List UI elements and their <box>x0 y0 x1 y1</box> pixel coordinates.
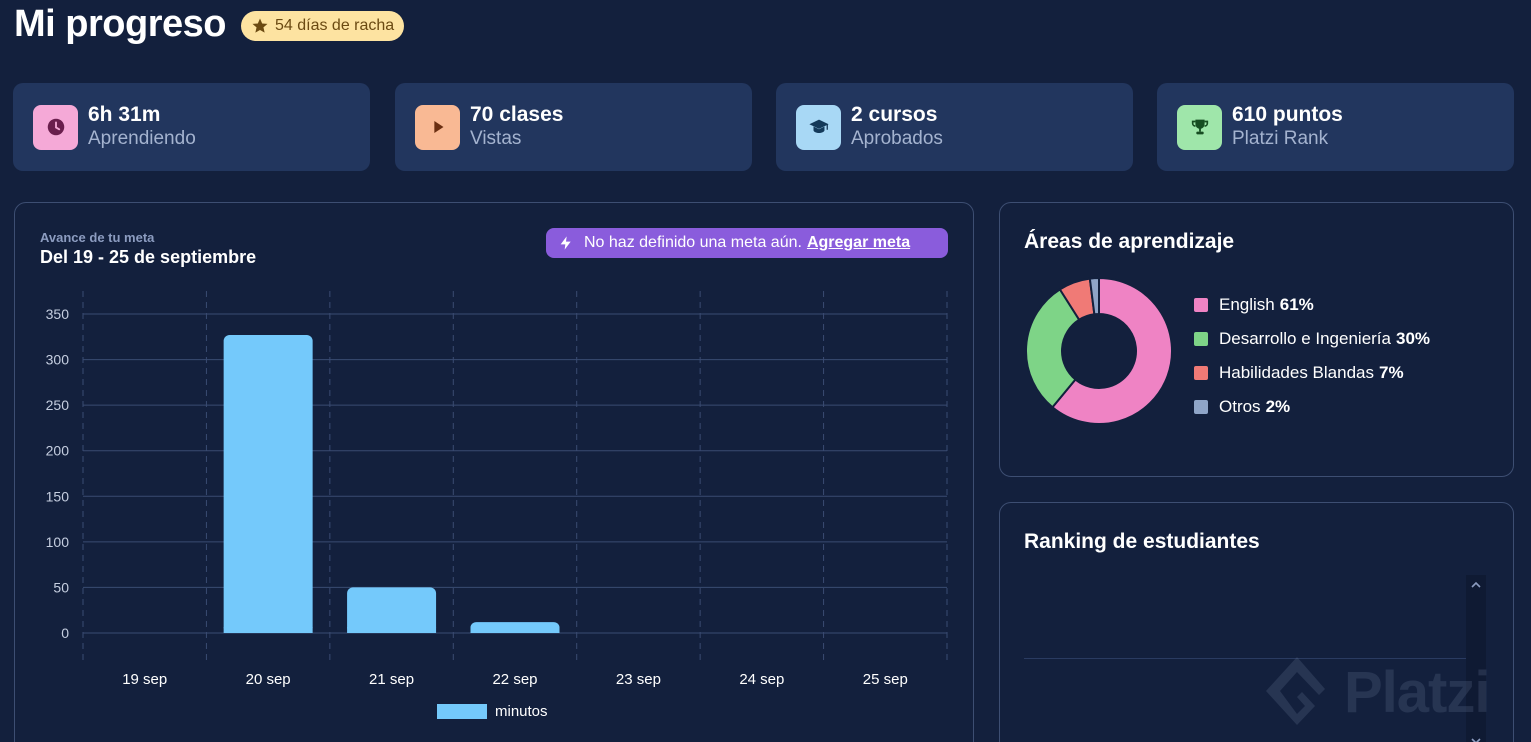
stat-value: 610 puntos <box>1232 103 1343 126</box>
platzi-watermark: Platzi <box>1262 650 1522 735</box>
scroll-down-icon[interactable] <box>1470 735 1482 742</box>
add-goal-link[interactable]: Agregar meta <box>806 234 911 251</box>
stat-label: Aprobados <box>851 128 943 149</box>
legend-swatch <box>1194 332 1208 346</box>
y-tick-label: 100 <box>46 534 70 550</box>
legend-pct: 7% <box>1379 363 1404 382</box>
ranking-panel: Ranking de estudiantes <box>999 502 1514 742</box>
bar-base <box>470 627 560 633</box>
donut-slice <box>1051 276 1173 425</box>
y-tick-label: 200 <box>46 443 70 459</box>
stat-label: Aprendiendo <box>88 128 196 149</box>
donut-slice <box>1025 287 1081 409</box>
bar-base <box>223 627 313 633</box>
stat-label: Vistas <box>470 128 522 149</box>
y-tick-label: 250 <box>46 397 70 413</box>
x-tick-label: 23 sep <box>616 671 661 688</box>
goal-alert-text: No haz definido una meta aún. <box>584 234 802 251</box>
areas-legend: English 61% Desarrollo e Ingeniería 30% … <box>1194 288 1430 424</box>
stat-value: 70 clases <box>470 103 564 126</box>
stat-icon-box <box>796 104 841 150</box>
stat-card-rank: 610 puntos Platzi Rank <box>1157 83 1514 171</box>
minutes-bar-chart: 0 50 100 150 200 250 300 350 19 sep 20 sep 21 sep 2… <box>46 291 948 720</box>
legend-label: minutos <box>495 703 548 720</box>
watermark-text: Platzi <box>1344 660 1490 725</box>
stat-card-classes: 70 clases Vistas <box>395 83 752 171</box>
x-tick-label: 25 sep <box>863 671 908 688</box>
page-title: Mi progreso <box>14 3 226 45</box>
x-tick-label: 24 sep <box>739 671 784 688</box>
play-icon <box>433 121 443 133</box>
stat-value: 2 cursos <box>851 103 938 126</box>
legend-swatch <box>1194 400 1208 414</box>
stat-icon-box <box>1177 104 1222 150</box>
legend-swatch <box>1194 366 1208 380</box>
bar-base <box>347 627 437 633</box>
goal-eyebrow: Avance de tu meta <box>40 230 155 245</box>
stat-value: 6h 31m <box>88 103 161 126</box>
star-icon <box>252 18 268 33</box>
graduation-cap-icon <box>808 119 829 133</box>
goal-panel: Avance de tu meta Del 19 - 25 de septiem… <box>14 202 974 742</box>
legend-pct: 2% <box>1265 397 1291 416</box>
stat-icon-box <box>33 104 78 150</box>
y-tick-label: 150 <box>46 488 70 504</box>
x-tick-label: 21 sep <box>369 671 414 688</box>
stat-label: Platzi Rank <box>1232 128 1329 149</box>
legend-pct: 30% <box>1395 329 1431 348</box>
legend-pct: 61% <box>1279 295 1314 314</box>
trophy-icon <box>1191 119 1208 135</box>
areas-panel: Áreas de aprendizaje English 61% Desarro… <box>999 202 1514 477</box>
ranking-title: Ranking de estudiantes <box>1024 530 1260 553</box>
y-tick-label: 0 <box>61 625 69 641</box>
legend-item-soft-skills: Habilidades Blandas 7% <box>1194 356 1430 390</box>
y-tick-label: 50 <box>53 579 69 595</box>
platzi-logo-icon <box>1266 656 1325 725</box>
ranking-divider <box>1024 658 1466 659</box>
x-tick-label: 22 sep <box>492 671 537 688</box>
lightning-icon <box>560 236 571 250</box>
scroll-up-icon[interactable] <box>1470 579 1482 591</box>
legend-swatch <box>1194 298 1208 312</box>
legend-name: Otros <box>1219 397 1261 416</box>
areas-donut-chart <box>1025 276 1173 425</box>
legend-name: Habilidades Blandas <box>1219 363 1374 382</box>
legend-name: Desarrollo e Ingeniería <box>1219 329 1391 348</box>
legend-item-others: Otros 2% <box>1194 390 1430 424</box>
goal-range: Del 19 - 25 de septiembre <box>40 247 257 267</box>
clock-icon <box>47 118 64 136</box>
legend-item-development: Desarrollo e Ingeniería 30% <box>1194 322 1430 356</box>
streak-badge: 54 días de racha <box>241 11 405 41</box>
areas-title: Áreas de aprendizaje <box>1024 230 1235 253</box>
legend-name: English <box>1219 295 1275 314</box>
legend-swatch <box>437 704 487 719</box>
goal-alert: No haz definido una meta aún. Agregar me… <box>546 228 948 258</box>
stat-card-time: 6h 31m Aprendiendo <box>13 83 370 171</box>
x-tick-label: 20 sep <box>246 671 291 688</box>
x-tick-label: 19 sep <box>122 671 167 688</box>
stat-icon-box <box>415 104 460 150</box>
stat-card-courses: 2 cursos Aprobados <box>776 83 1133 171</box>
streak-label: 54 días de racha <box>275 17 395 34</box>
donut-slice <box>1088 276 1100 316</box>
ranking-scrollbar[interactable] <box>1466 575 1486 742</box>
y-tick-label: 350 <box>46 306 70 322</box>
y-tick-label: 300 <box>46 352 70 368</box>
bar <box>347 587 437 633</box>
ranking-list[interactable] <box>1024 578 1466 742</box>
bar <box>223 334 313 633</box>
legend-item-english: English 61% <box>1194 288 1430 322</box>
